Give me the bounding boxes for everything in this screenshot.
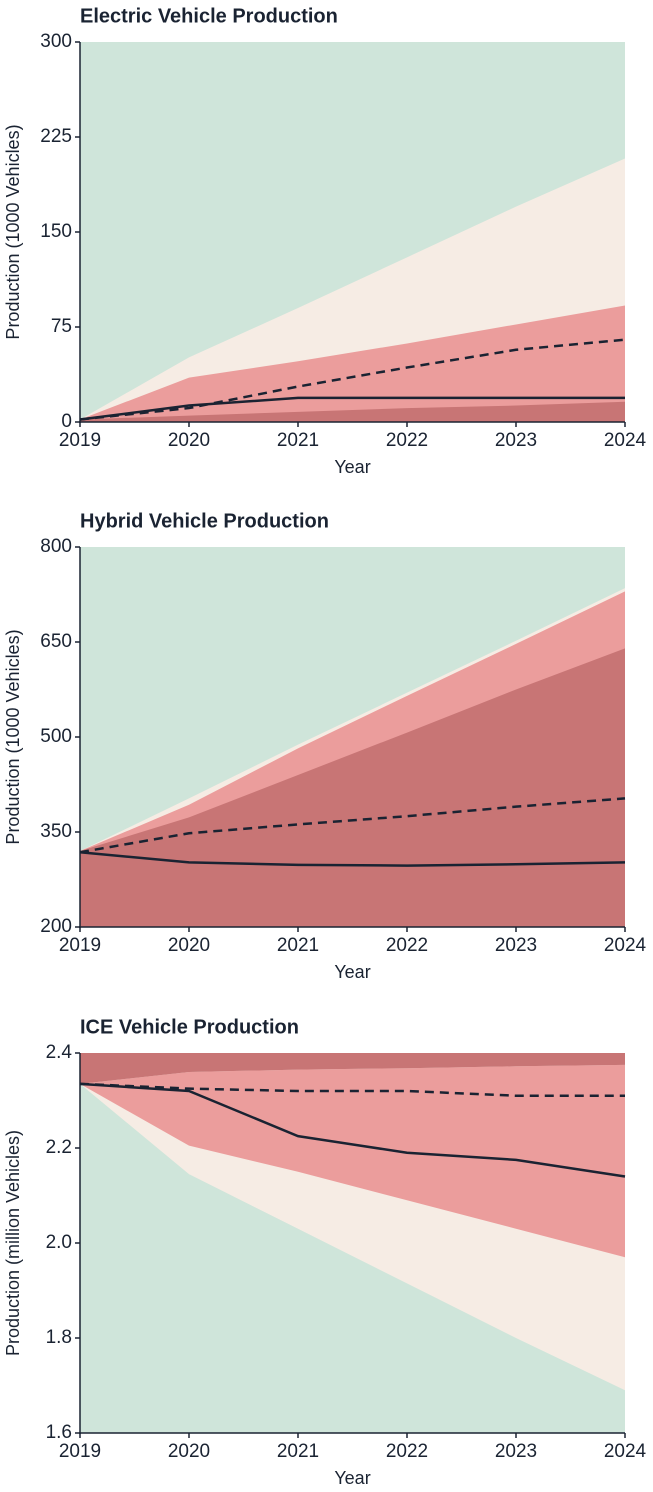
- line: [79, 851, 626, 867]
- x-tick-label: 2024: [604, 430, 647, 451]
- x-tick-label: 2021: [277, 935, 319, 956]
- x-tick-label: 2020: [168, 430, 210, 451]
- x-tick-label: 2021: [277, 430, 319, 451]
- x-tick-label: 2022: [386, 935, 428, 956]
- line: [79, 1082, 626, 1178]
- y-tick-label: 1.8: [46, 1327, 72, 1348]
- band: [80, 305, 625, 422]
- y-axis-label: Production (million Vehicles): [3, 1130, 23, 1356]
- y-tick-label: 2.0: [46, 1232, 72, 1253]
- y-tick-label: 225: [40, 126, 72, 147]
- chart-title: Hybrid Vehicle Production: [80, 510, 329, 532]
- chart-title: ICE Vehicle Production: [80, 1016, 299, 1038]
- line: [79, 797, 626, 854]
- y-tick-label: 800: [40, 536, 72, 557]
- band: [80, 401, 625, 422]
- y-tick-label: 2.4: [46, 1042, 73, 1063]
- band: [80, 648, 625, 927]
- chart-title: Electric Vehicle Production: [80, 5, 338, 27]
- y-tick-label: 500: [40, 726, 72, 747]
- x-axis-label: Year: [334, 457, 370, 477]
- x-tick-label: 2019: [59, 430, 101, 451]
- x-tick-label: 2020: [168, 1441, 210, 1462]
- y-tick-label: 200: [40, 916, 72, 937]
- band: [80, 1053, 625, 1084]
- y-tick-label: 300: [40, 31, 72, 52]
- x-tick-label: 2022: [386, 430, 428, 451]
- x-tick-label: 2024: [604, 1441, 647, 1462]
- x-axis-label: Year: [334, 1468, 370, 1488]
- y-axis-label: Production (1000 Vehicles): [3, 124, 23, 339]
- line: [79, 1082, 625, 1097]
- y-tick-label: 650: [40, 631, 72, 652]
- y-tick-label: 150: [40, 221, 72, 242]
- x-tick-label: 2024: [604, 935, 647, 956]
- x-tick-label: 2019: [59, 1441, 101, 1462]
- line: [79, 338, 626, 421]
- line: [79, 396, 625, 421]
- x-tick-label: 2023: [495, 935, 537, 956]
- y-tick-label: 75: [51, 316, 72, 337]
- x-tick-label: 2023: [495, 1441, 537, 1462]
- band: [80, 1064, 625, 1258]
- y-axis-label: Production (1000 Vehicles): [3, 629, 23, 844]
- y-tick-label: 1.6: [46, 1422, 72, 1443]
- y-tick-label: 0: [61, 411, 72, 432]
- x-tick-label: 2023: [495, 430, 537, 451]
- x-tick-label: 2022: [386, 1441, 428, 1462]
- y-tick-label: 350: [40, 821, 72, 842]
- x-axis-label: Year: [334, 962, 370, 982]
- y-tick-label: 2.2: [46, 1137, 72, 1158]
- x-tick-label: 2021: [277, 1441, 319, 1462]
- x-tick-label: 2020: [168, 935, 210, 956]
- x-tick-label: 2019: [59, 935, 101, 956]
